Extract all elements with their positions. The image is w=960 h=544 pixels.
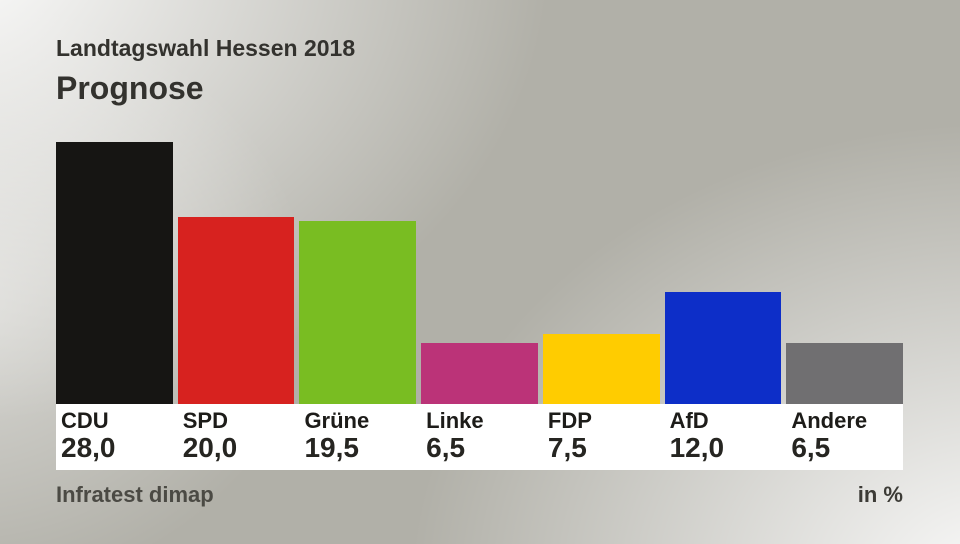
bar-afd (664, 292, 782, 404)
bar-column-cdu (56, 142, 173, 404)
label-cell-afd: AfD 12,0 (665, 404, 782, 470)
bar-linke (421, 343, 538, 404)
chart-supertitle: Landtagswahl Hessen 2018 (56, 35, 356, 61)
bar-cdu (56, 142, 173, 404)
bar-column-linke (421, 343, 538, 404)
source-credit: Infratest dimap (56, 482, 214, 507)
bar-fdp (542, 334, 660, 404)
bar-grüne (299, 221, 417, 404)
party-value-label: 6,5 (426, 432, 466, 464)
bar-chart-label-strip: CDU 28,0 SPD 20,0 Grüne 19,5 Linke 6,5 FDP 7,5 AfD… (56, 404, 903, 470)
bar-chart: CDU 28,0 SPD 20,0 Grüne 19,5 Linke 6,5 FDP 7,5 AfD… (56, 140, 904, 470)
chart-title: Prognose (56, 70, 204, 106)
party-value-label: 6,5 (791, 432, 831, 464)
party-name-label: Andere (791, 408, 868, 433)
bar-andere (786, 343, 904, 404)
label-cell-andere: Andere 6,5 (786, 404, 903, 470)
bar-column-fdp (542, 334, 660, 404)
label-cell-grüne: Grüne 19,5 (299, 404, 416, 470)
bar-column-afd (664, 292, 782, 404)
party-name-label: Linke (426, 408, 484, 433)
party-name-label: CDU (61, 408, 109, 433)
bar-spd (177, 217, 295, 404)
label-cell-cdu: CDU 28,0 (56, 404, 173, 470)
party-name-label: AfD (669, 408, 709, 433)
party-value-label: 20,0 (182, 432, 238, 464)
bar-chart-plot-area (56, 140, 904, 404)
party-value-label: 28,0 (61, 432, 116, 464)
label-cell-linke: Linke 6,5 (421, 404, 538, 470)
bar-column-grüne (299, 221, 417, 404)
party-value-label: 12,0 (669, 432, 725, 464)
bar-column-andere (786, 343, 904, 404)
party-name-label: Grüne (304, 408, 370, 433)
bar-column-spd (177, 217, 295, 404)
party-name-label: FDP (547, 408, 592, 433)
unit-label: in % (857, 482, 903, 507)
party-value-label: 19,5 (304, 432, 359, 464)
chart-footer: Infratest dimap in % (56, 482, 903, 508)
party-name-label: SPD (182, 408, 228, 433)
label-cell-spd: SPD 20,0 (178, 404, 295, 470)
party-value-label: 7,5 (547, 432, 587, 464)
label-cell-fdp: FDP 7,5 (543, 404, 660, 470)
